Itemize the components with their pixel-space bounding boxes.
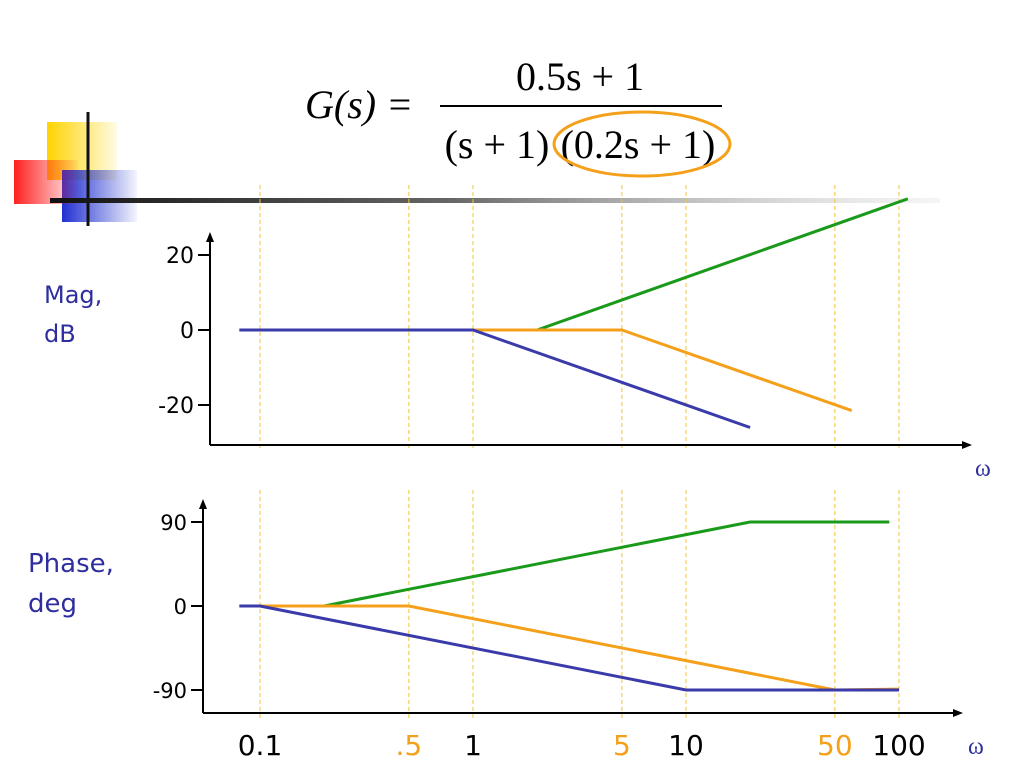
y-tick-label: 90 xyxy=(160,511,187,535)
series-line-green xyxy=(239,197,909,332)
x-tick-label: 10 xyxy=(668,729,704,762)
transfer-function-formula: G(s) = 0.5s + 1 (s + 1) (0.2s + 1) xyxy=(305,54,732,178)
mag-y-ticks: 20 0 -20 xyxy=(158,244,210,419)
phase-plot: 90 0 -90 0.1 .5 1 5 10 50 100 Phase, deg ω xyxy=(28,490,984,762)
mag-ylabel-line1: Mag, xyxy=(44,281,102,309)
mag-ylabel-line2: dB xyxy=(44,320,76,348)
series-line-orange xyxy=(239,604,900,692)
phase-x-ticks: 0.1 .5 1 5 10 50 100 xyxy=(238,729,926,762)
phase-x-arrow xyxy=(953,709,963,717)
series-line-green xyxy=(239,520,890,608)
series-line-blue xyxy=(239,328,751,429)
magnitude-gridlines xyxy=(259,185,900,450)
title-rule xyxy=(50,198,940,203)
phase-xlabel: ω xyxy=(968,734,984,760)
phase-series xyxy=(239,520,900,692)
formula-denominator-left: (s + 1) xyxy=(445,122,550,167)
mag-x-arrow xyxy=(962,441,972,449)
series-line-blue xyxy=(239,604,899,692)
x-tick-label: 50 xyxy=(817,729,853,762)
y-tick-label: 20 xyxy=(166,244,194,269)
x-tick-label: 100 xyxy=(872,729,925,762)
magnitude-plot: 20 0 -20 Mag, dB ω xyxy=(44,185,991,482)
y-tick-label: 0 xyxy=(180,319,194,344)
x-tick-label: .5 xyxy=(396,729,423,762)
x-tick-label: 1 xyxy=(464,729,482,762)
formula-lhs: G(s) = xyxy=(305,82,413,127)
x-tick-label: 0.1 xyxy=(238,729,283,762)
series-line-orange xyxy=(239,328,853,413)
deco-red-square xyxy=(14,160,78,204)
mag-y-arrow xyxy=(206,232,214,242)
formula-numerator: 0.5s + 1 xyxy=(516,54,644,99)
phase-gridlines xyxy=(259,490,900,718)
highlight-ellipse xyxy=(552,110,732,178)
phase-y-ticks: 90 0 -90 xyxy=(153,511,203,703)
x-tick-label: 5 xyxy=(613,729,631,762)
y-tick-label: -20 xyxy=(158,394,194,419)
phase-y-arrow xyxy=(199,499,207,509)
phase-ylabel-line1: Phase, xyxy=(28,549,114,579)
decorative-corner-logo xyxy=(14,112,137,226)
formula-denominator-right: (0.2s + 1) xyxy=(561,122,716,167)
y-tick-label: 0 xyxy=(174,595,187,619)
phase-ylabel-line2: deg xyxy=(28,589,77,619)
magnitude-series xyxy=(239,197,909,429)
mag-xlabel: ω xyxy=(975,456,991,482)
y-tick-label: -90 xyxy=(153,679,187,703)
